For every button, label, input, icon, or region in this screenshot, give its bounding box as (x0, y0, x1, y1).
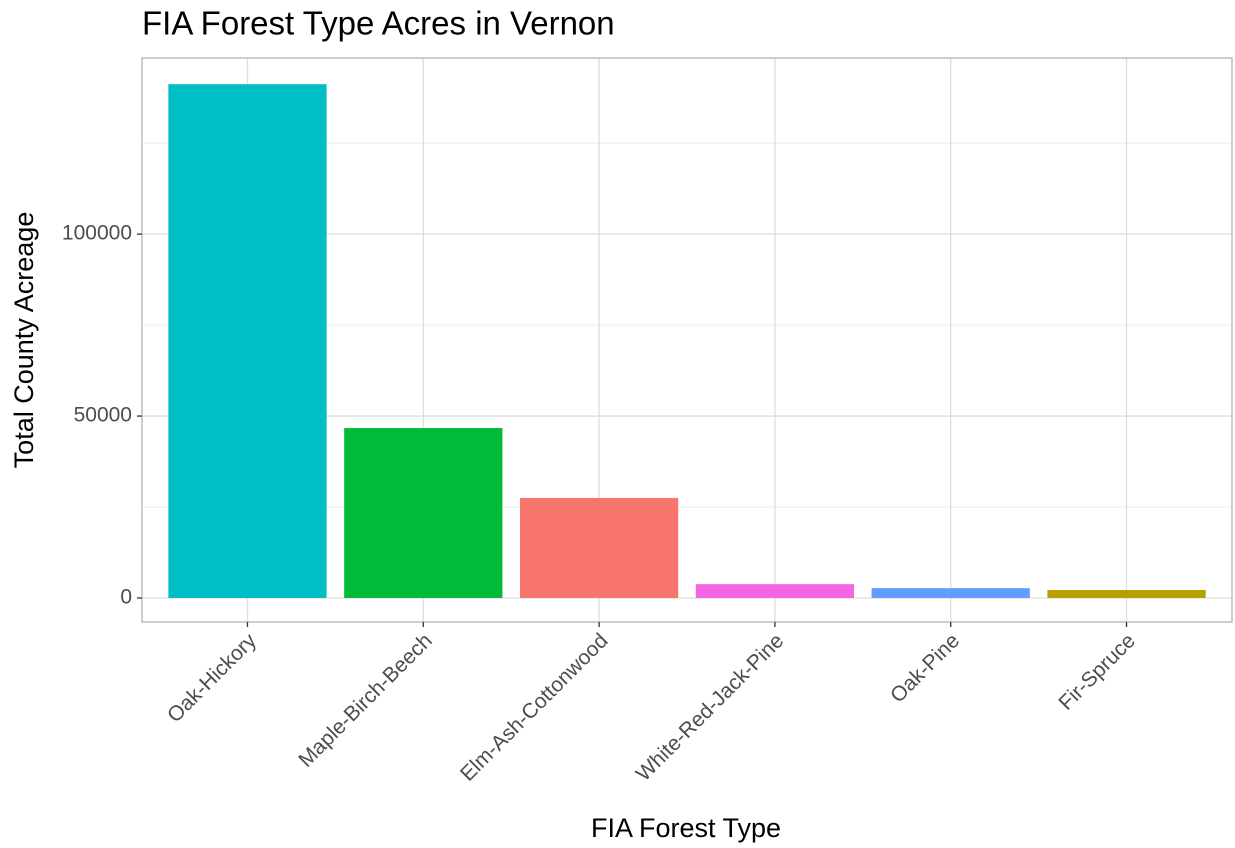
x-tick-label: White-Red-Jack-Pine (632, 629, 789, 786)
y-tick-label: 50000 (74, 404, 132, 427)
x-tick-label: Maple-Birch-Beech (294, 629, 437, 772)
y-tick-label: 0 (120, 586, 132, 609)
bar (168, 84, 327, 598)
bar (1047, 589, 1206, 598)
x-tick-label: Elm-Ash-Cottonwood (456, 629, 613, 786)
bar (695, 584, 855, 598)
x-tick-label: Oak-Hickory (163, 629, 261, 727)
y-tick-label: 100000 (62, 222, 132, 245)
chart-title: FIA Forest Type Acres in Vernon (142, 5, 615, 42)
x-tick-label: Oak-Pine (886, 629, 964, 707)
bar (871, 588, 1030, 598)
bar (519, 497, 679, 598)
marks (168, 84, 1206, 598)
y-axis-title: Total County Acreage (9, 212, 39, 469)
x-axis-title: FIA Forest Type (591, 813, 781, 843)
panel-border (141, 57, 1233, 623)
x-tick-label: Fir-Spruce (1054, 629, 1140, 715)
bar (344, 428, 503, 598)
